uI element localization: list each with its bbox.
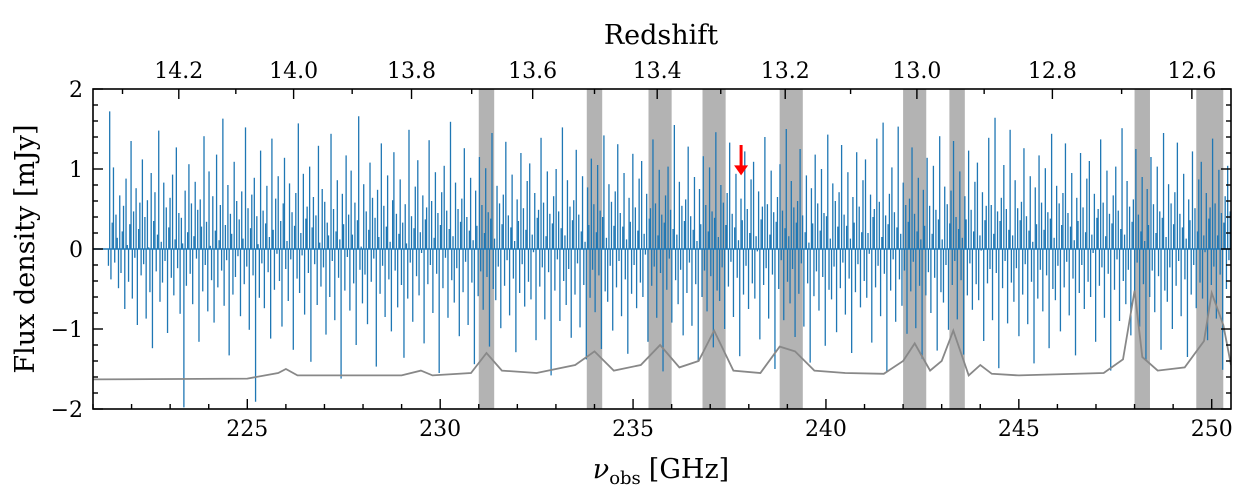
- marker-arrow-head: [734, 165, 749, 176]
- x-tick-label: 245: [998, 417, 1040, 442]
- z-tick-label: 14.0: [269, 59, 318, 84]
- x-tick-label: 240: [805, 417, 847, 442]
- z-tick-label: 12.8: [1028, 59, 1077, 84]
- z-tick-label: 12.6: [1167, 59, 1216, 84]
- x-axis-symbol: ν: [593, 454, 609, 485]
- z-tick-label: 13.4: [633, 59, 682, 84]
- y-tick-label: 2: [69, 78, 83, 103]
- x-tick-label: 235: [612, 417, 654, 442]
- data-layer: [93, 111, 1231, 408]
- x-axis-title: νobs [GHz]: [593, 454, 729, 489]
- x-tick-label: 225: [226, 417, 268, 442]
- x-axis-unit: [GHz]: [649, 454, 729, 485]
- noise-line: [93, 289, 1231, 381]
- top-axis-title: Redshift: [604, 20, 718, 51]
- y-axis-title: Flux density [mJy]: [10, 124, 41, 373]
- tick-labels-layer: 225 230 235 240 245 250 2 1 0 −1 −2 14.2 14.0 13.8 13.…: [51, 59, 1233, 442]
- z-tick-label: 13.8: [387, 59, 436, 84]
- z-tick-label: 13.0: [892, 59, 941, 84]
- z-tick-label: 14.2: [154, 59, 203, 84]
- y-tick-label: 1: [69, 158, 83, 183]
- ticks-layer: [92, 88, 1231, 410]
- z-tick-label: 13.6: [508, 59, 557, 84]
- x-tick-label: 230: [419, 417, 461, 442]
- y-tick-label: −2: [51, 398, 83, 423]
- x-tick-label: 250: [1191, 417, 1233, 442]
- y-tick-label: 0: [69, 238, 83, 263]
- x-axis-subscript: obs: [609, 468, 641, 489]
- red-marker-layer: [734, 145, 749, 176]
- y-tick-label: −1: [51, 318, 83, 343]
- z-tick-label: 13.2: [761, 59, 810, 84]
